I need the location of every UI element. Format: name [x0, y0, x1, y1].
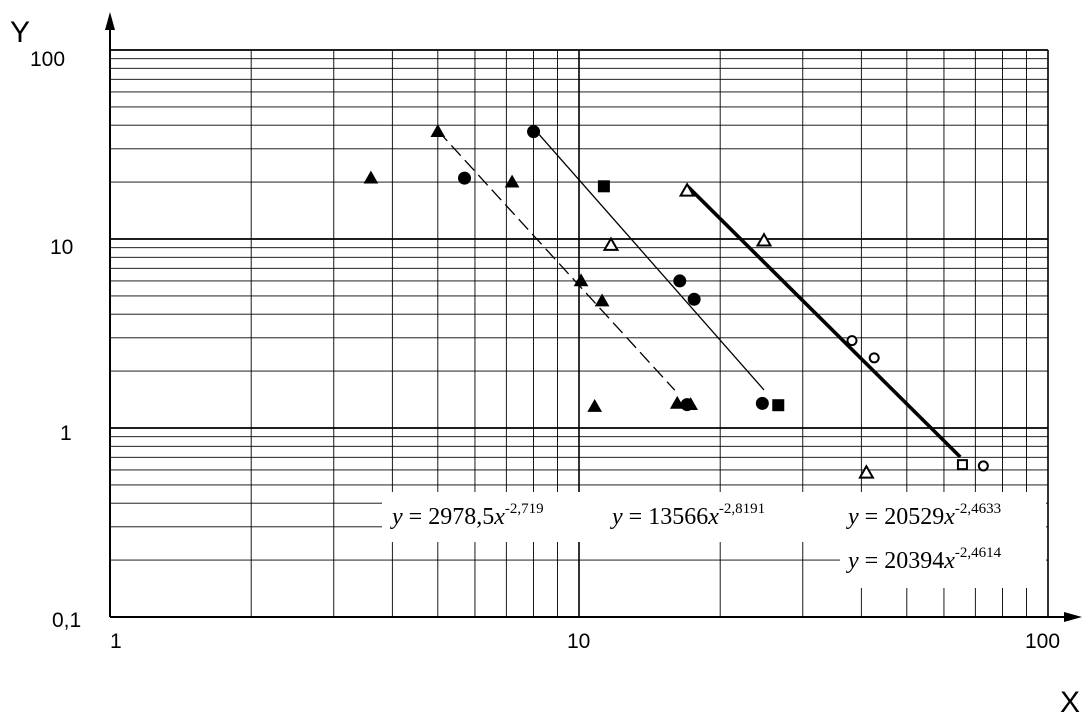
data-point	[527, 125, 541, 139]
equation-1: y = 2978,5x-2,719	[390, 501, 544, 530]
x-tick-label-10: 10	[567, 630, 590, 653]
y-tick-label-0-1: 0,1	[52, 609, 81, 632]
data-point	[755, 396, 769, 410]
data-point	[673, 274, 687, 288]
data-point	[755, 232, 773, 247]
equation-3: y = 20529x-2,4633	[846, 501, 1001, 530]
data-point	[597, 180, 610, 193]
fit-line-2	[533, 127, 765, 391]
data-point	[687, 292, 701, 306]
equation-2: y = 13566x-2,8191	[610, 501, 765, 530]
data-point	[504, 174, 520, 188]
data-point	[868, 352, 880, 364]
data-point	[594, 293, 610, 307]
equation-box-3	[840, 542, 1046, 588]
x-tick-label-1: 1	[110, 630, 122, 653]
data-point	[772, 399, 785, 412]
equations: y = 2978,5x-2,719 y = 13566x-2,8191 y = 20…	[390, 501, 1002, 574]
x-axis-label: X	[1060, 686, 1080, 719]
data-point	[573, 273, 589, 287]
y-tick-label-100: 100	[30, 48, 65, 71]
data-points	[363, 124, 989, 479]
equation-boxes	[382, 492, 1046, 588]
data-point	[858, 464, 875, 479]
fit-lines	[437, 127, 962, 459]
data-point	[602, 236, 620, 251]
y-axis-arrow	[105, 12, 115, 30]
equation-4: y = 20394x-2,4614	[846, 545, 1002, 574]
data-point	[669, 395, 685, 409]
fit-line-1	[437, 130, 676, 391]
y-tick-label-1: 1	[60, 422, 72, 445]
y-tick-label-10: 10	[50, 236, 73, 259]
x-axis-arrow	[1064, 612, 1082, 622]
data-point	[846, 335, 858, 347]
fit-line-3	[685, 184, 962, 459]
equation-box-1	[382, 492, 842, 542]
data-point	[458, 171, 472, 185]
data-point	[363, 170, 379, 184]
data-point	[430, 124, 446, 137]
data-point	[956, 459, 968, 471]
x-tick-label-100: 100	[1025, 630, 1060, 653]
data-point	[587, 398, 603, 412]
data-point	[680, 398, 694, 412]
y-axis-label: Y	[10, 16, 30, 49]
data-point	[977, 460, 989, 472]
data-point	[678, 182, 696, 197]
axes	[105, 12, 1082, 622]
equation-box-2	[842, 492, 1046, 542]
